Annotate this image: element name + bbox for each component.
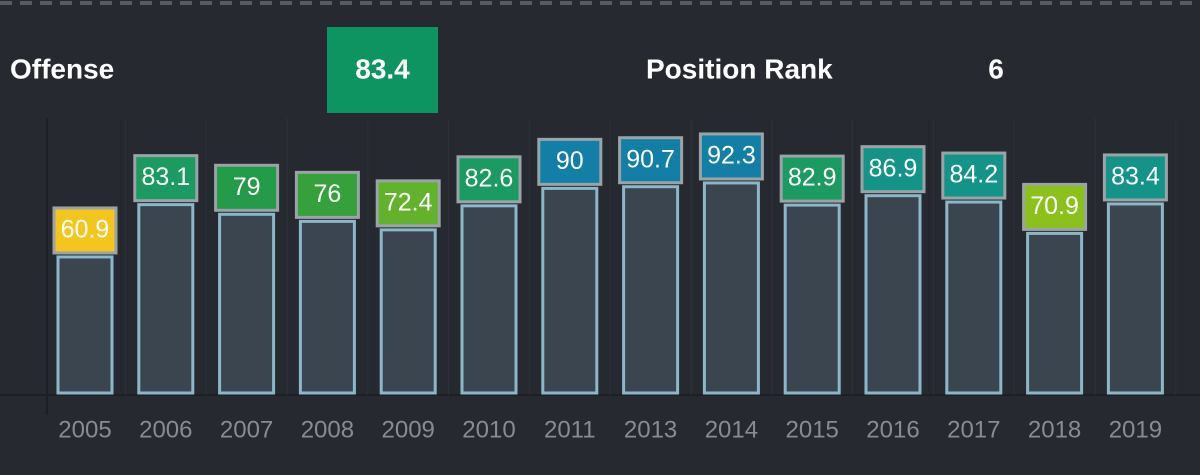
x-tick-label: 2019 [1109, 416, 1162, 443]
value-label: 84.2 [949, 161, 998, 189]
value-box [941, 151, 1007, 200]
value-box [860, 145, 926, 194]
value-label: 82.6 [465, 164, 514, 192]
x-tick-label: 2009 [382, 416, 435, 443]
value-box [779, 154, 845, 203]
bar [379, 228, 437, 395]
bar [783, 203, 841, 395]
x-tick-label: 2010 [462, 416, 515, 443]
bar [541, 186, 599, 395]
bar [1106, 202, 1164, 395]
value-label: 76 [313, 180, 341, 208]
value-box [52, 206, 118, 255]
value-label: 83.4 [1111, 163, 1160, 191]
x-tick-label: 2018 [1028, 416, 1081, 443]
bar [137, 203, 195, 395]
value-box [537, 137, 603, 186]
value-label: 90 [556, 147, 584, 175]
value-box [214, 163, 280, 212]
rank-value: 6 [988, 53, 1004, 84]
value-label: 82.9 [788, 164, 837, 192]
bar [298, 219, 356, 395]
value-label: 60.9 [61, 216, 110, 244]
bar [1026, 231, 1084, 395]
value-label: 79 [233, 173, 261, 201]
bar [56, 255, 114, 395]
value-box [294, 170, 360, 219]
x-tick-label: 2007 [220, 416, 273, 443]
value-label: 86.9 [869, 154, 918, 182]
bar [460, 204, 518, 395]
x-tick-label: 2015 [786, 416, 839, 443]
value-label: 70.9 [1030, 192, 1079, 220]
value-box [456, 155, 522, 204]
x-tick-label: 2006 [139, 416, 192, 443]
x-tick-label: 2005 [58, 416, 111, 443]
bar [864, 194, 922, 395]
x-tick-label: 2011 [544, 416, 596, 443]
value-label: 83.1 [141, 163, 190, 191]
value-box [618, 136, 684, 185]
plot: 60.9 2005 83.1 2006 79 2007 76 2008 72.4 2009 82.6… [52, 118, 1177, 443]
x-tick-label: 2014 [705, 416, 758, 443]
value-label: 72.4 [384, 188, 433, 216]
grade-value: 83.4 [355, 53, 410, 84]
value-box [375, 179, 441, 228]
section-label: Offense [10, 53, 114, 84]
value-box [698, 132, 764, 181]
x-tick-label: 2017 [947, 416, 1000, 443]
rank-label: Position Rank [646, 53, 833, 84]
x-tick-label: 2016 [866, 416, 919, 443]
bar [218, 212, 276, 395]
value-box [1102, 153, 1168, 202]
bar [702, 181, 760, 395]
grade-box [327, 27, 438, 113]
value-label: 90.7 [626, 145, 675, 173]
value-box [1022, 182, 1088, 231]
value-box [133, 154, 199, 203]
bar [945, 200, 1003, 395]
bar [622, 185, 680, 395]
x-tick-label: 2013 [624, 416, 677, 443]
x-tick-label: 2008 [301, 416, 354, 443]
value-label: 92.3 [707, 142, 756, 170]
